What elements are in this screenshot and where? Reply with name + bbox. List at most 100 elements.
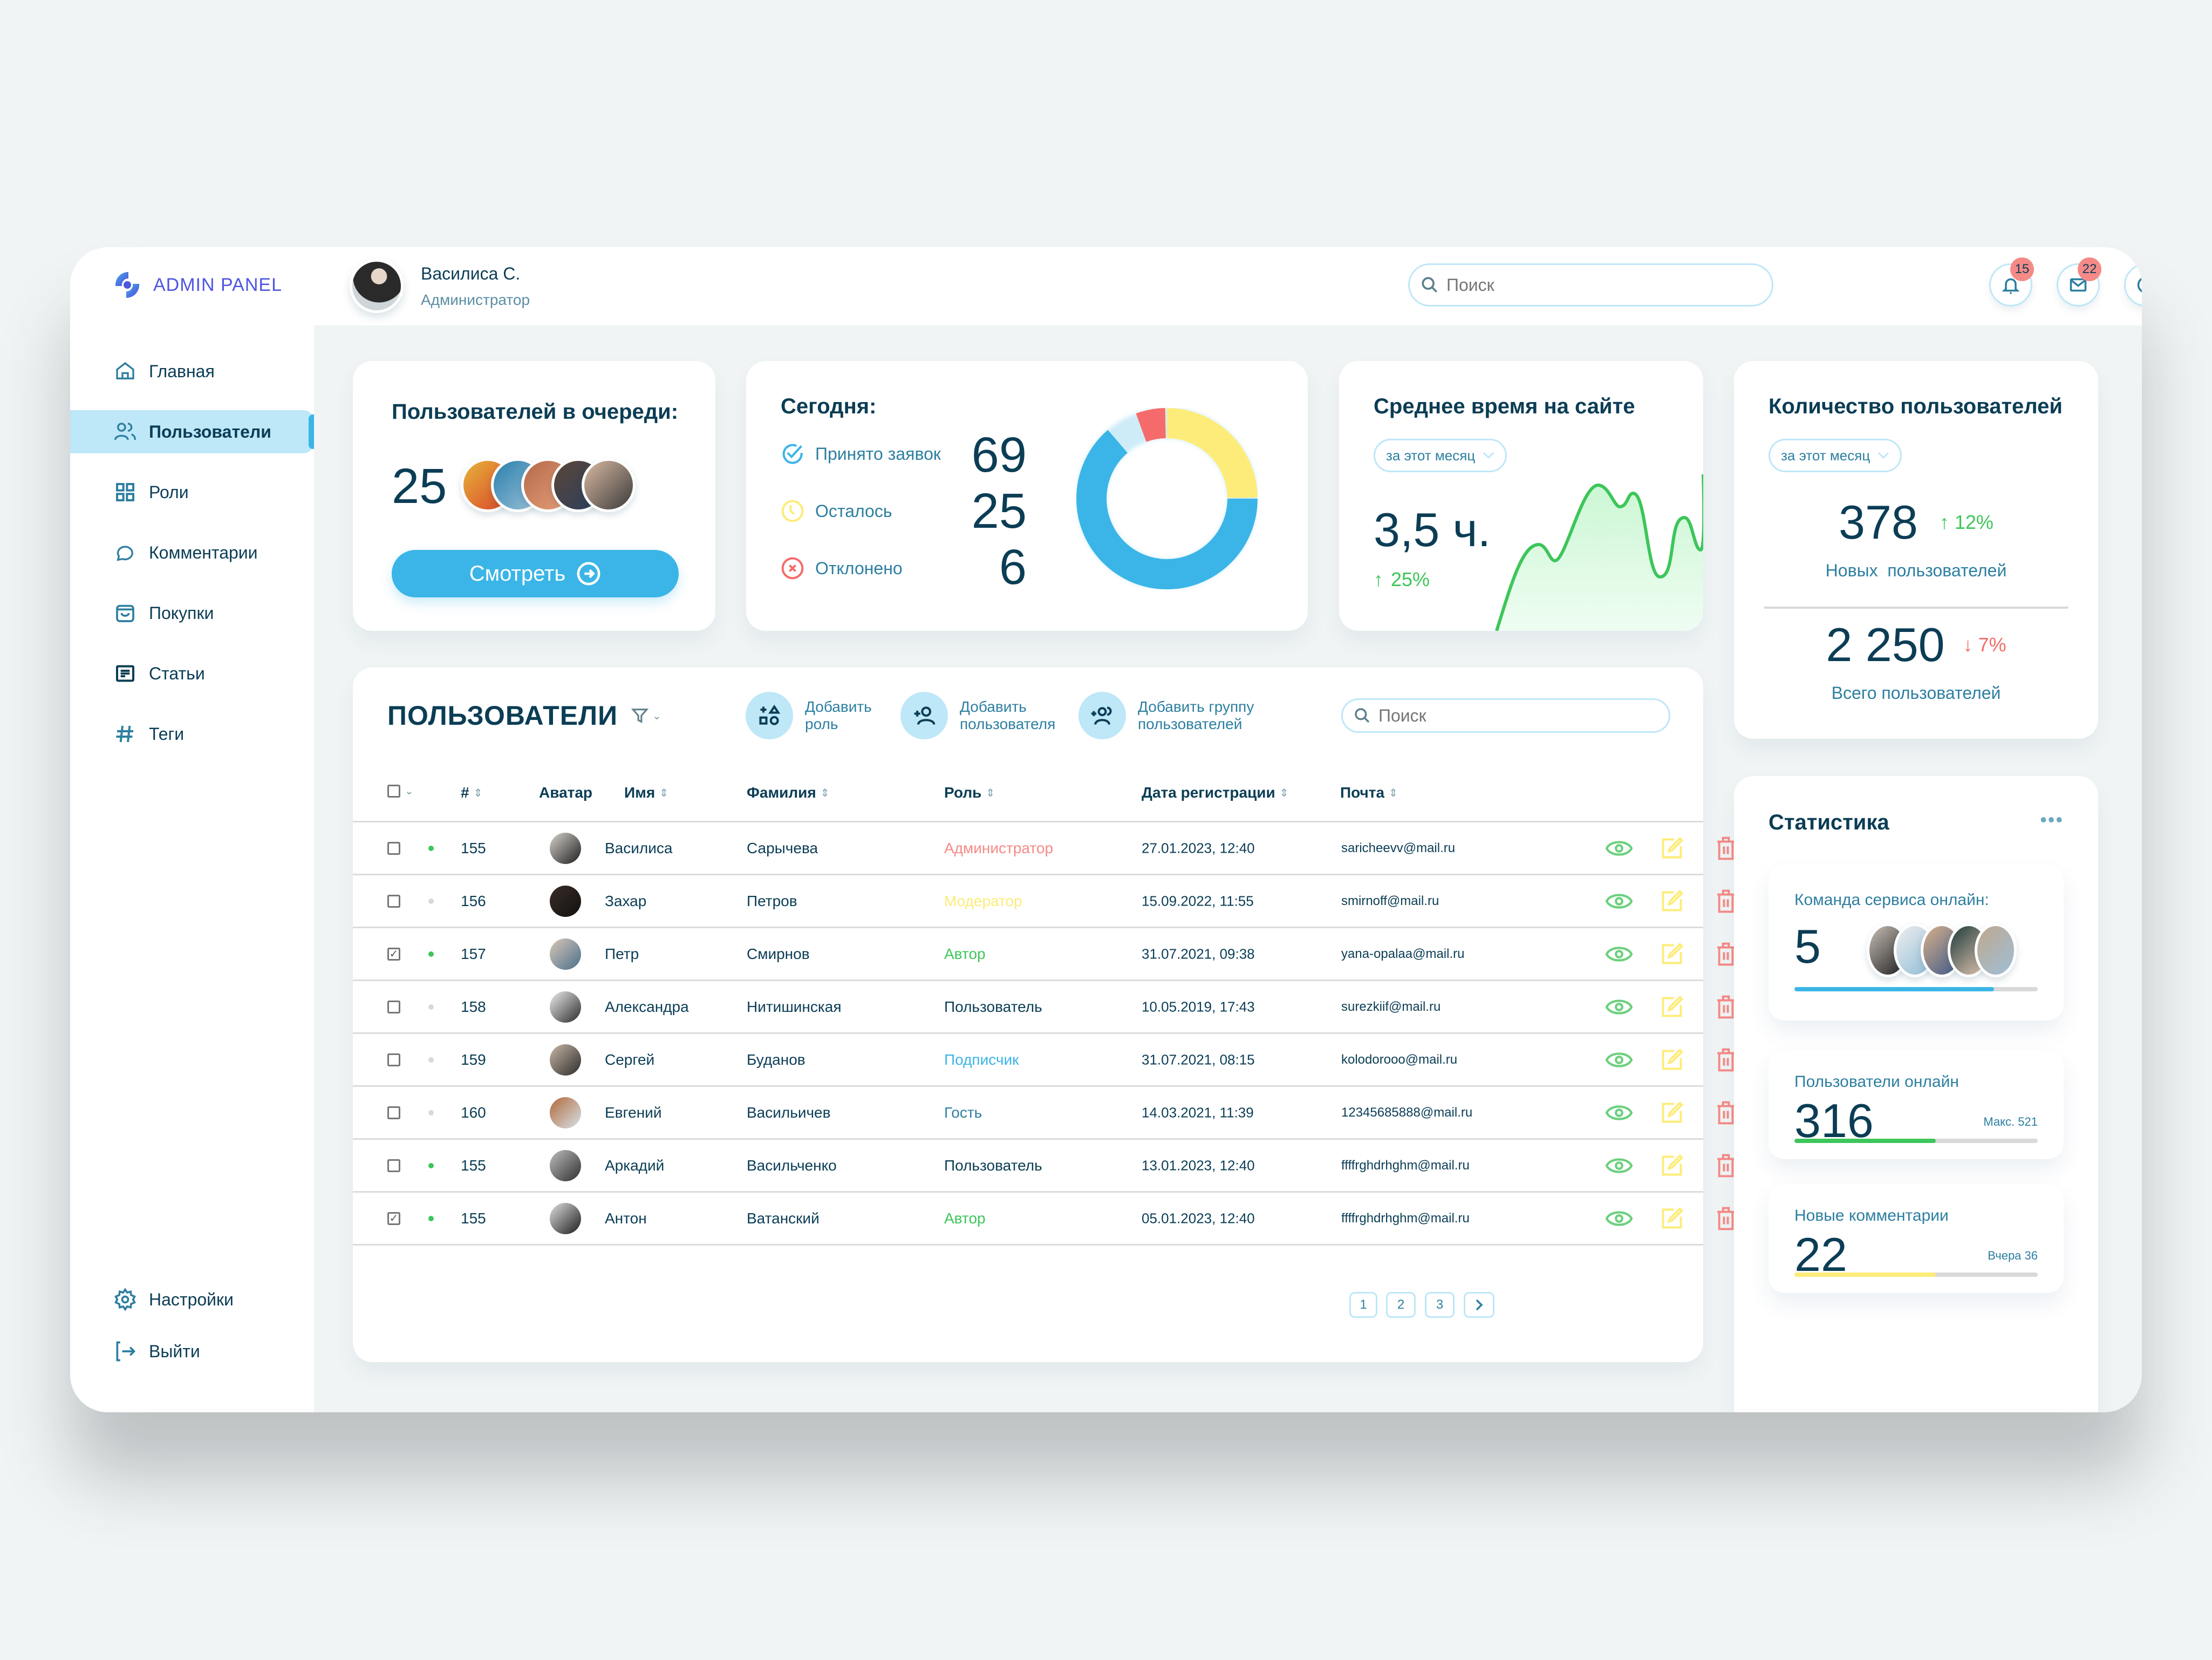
view-button[interactable] xyxy=(1606,888,1633,915)
reg-date: 15.09.2022, 11:55 xyxy=(1142,893,1254,909)
column-id[interactable]: # ⇕ xyxy=(461,784,483,801)
view-button-label: Смотреть xyxy=(469,561,566,586)
delete-button[interactable] xyxy=(1712,994,1739,1021)
page-3-button[interactable]: 3 xyxy=(1425,1292,1455,1318)
next-page-button[interactable] xyxy=(1464,1292,1494,1318)
view-button[interactable] xyxy=(1606,835,1633,862)
role-label: Гость xyxy=(944,1104,982,1121)
users-online-card: Пользователи онлайн 316 Макс. 521 xyxy=(1769,1050,2064,1159)
table-row[interactable]: 155 Аркадий Васильченко Пользователь 13.01.2… xyxy=(353,1138,1735,1191)
header-search[interactable] xyxy=(1408,263,1773,307)
view-button[interactable] xyxy=(1606,1046,1633,1073)
row-checkbox[interactable]: ✓ xyxy=(387,947,400,961)
view-queue-button[interactable]: Смотреть xyxy=(392,550,679,597)
edit-button[interactable] xyxy=(1658,994,1685,1021)
view-button[interactable] xyxy=(1606,994,1633,1021)
user-profile[interactable]: Василиса С. Администратор xyxy=(350,259,530,313)
table-row[interactable]: ✓ 157 Петр Смирнов Автор 31.07.2021, 09:38 yan… xyxy=(353,927,1735,979)
sidebar-item-logout[interactable]: Выйти xyxy=(70,1330,314,1373)
page-1-button[interactable]: 1 xyxy=(1349,1292,1377,1318)
total-users-row: 2 250 ↓ 7% xyxy=(1734,617,2098,672)
edit-button[interactable] xyxy=(1658,1099,1685,1126)
logo[interactable]: ADMIN PANEL xyxy=(112,270,282,300)
column-reg-date[interactable]: Дата регистрации ⇕ xyxy=(1142,784,1289,801)
sidebar-item-label: Главная xyxy=(149,361,215,381)
user-id: 159 xyxy=(461,1051,486,1068)
column-email[interactable]: Почта ⇕ xyxy=(1340,784,1398,801)
sidebar-item-home[interactable]: Главная xyxy=(70,350,314,393)
edit-button[interactable] xyxy=(1658,888,1685,915)
search-icon xyxy=(1355,708,1370,723)
column-first-name[interactable]: Имя ⇕ xyxy=(624,784,668,801)
row-checkbox[interactable] xyxy=(387,1106,400,1119)
email: ffffrghdrhghm@mail.ru xyxy=(1341,1158,1470,1173)
view-button[interactable] xyxy=(1606,1099,1633,1126)
row-checkbox[interactable]: ✓ xyxy=(387,1212,400,1225)
view-button[interactable] xyxy=(1606,1205,1633,1232)
select-all-checkbox[interactable] xyxy=(387,784,400,798)
sidebar-item-articles[interactable]: Статьи xyxy=(70,652,314,695)
table-row[interactable]: 155 Василиса Сарычева Администратор 27.01.20… xyxy=(353,821,1735,874)
column-role[interactable]: Роль ⇕ xyxy=(944,784,995,801)
user-id: 160 xyxy=(461,1104,486,1121)
sort-icon: ⇕ xyxy=(986,787,995,799)
role-label: Подписчик xyxy=(944,1051,1019,1068)
delete-button[interactable] xyxy=(1712,1046,1739,1073)
edit-button[interactable] xyxy=(1658,1152,1685,1179)
search-input[interactable] xyxy=(1446,275,1728,295)
role-label: Модератор xyxy=(944,892,1022,909)
column-last-name[interactable]: Фамилия ⇕ xyxy=(747,784,830,801)
edit-button[interactable] xyxy=(1658,835,1685,862)
view-button[interactable] xyxy=(1606,1152,1633,1179)
edit-button[interactable] xyxy=(1658,941,1685,968)
row-checkbox[interactable] xyxy=(387,1000,400,1013)
remaining-value: 25 xyxy=(971,484,1027,539)
last-name: Буданов xyxy=(747,1051,805,1068)
search-input[interactable] xyxy=(1378,705,1631,726)
reg-date: 31.07.2021, 08:15 xyxy=(1142,1051,1255,1067)
row-checkbox[interactable] xyxy=(387,1053,400,1066)
period-dropdown[interactable]: за этот месяц xyxy=(1769,439,1902,472)
delete-button[interactable] xyxy=(1712,1099,1739,1126)
sidebar-item-purchases[interactable]: Покупки xyxy=(70,591,314,635)
period-dropdown[interactable]: за этот месяц xyxy=(1374,439,1507,472)
row-checkbox[interactable] xyxy=(387,894,400,908)
home-icon xyxy=(113,359,137,383)
filter-button[interactable]: ⌄ xyxy=(631,706,661,725)
table-search[interactable] xyxy=(1341,698,1670,733)
row-checkbox[interactable] xyxy=(387,841,400,855)
row-checkbox[interactable] xyxy=(387,1159,400,1172)
add-group-button[interactable]: Добавить группу пользователей xyxy=(1078,692,1278,739)
sidebar-item-users[interactable]: Пользователи xyxy=(70,410,314,453)
sidebar-item-tags[interactable]: Теги xyxy=(70,712,314,756)
delete-button[interactable] xyxy=(1712,835,1739,862)
page-2-button[interactable]: 2 xyxy=(1386,1292,1416,1318)
delete-button[interactable] xyxy=(1712,888,1739,915)
edit-button[interactable] xyxy=(1658,1046,1685,1073)
chevron-right-icon xyxy=(1476,1299,1483,1311)
add-user-button[interactable]: Добавить пользователя xyxy=(900,692,1068,739)
select-all[interactable]: ⌄ xyxy=(387,784,414,798)
sort-icon: ⇕ xyxy=(1389,787,1398,799)
view-button[interactable] xyxy=(1606,941,1633,968)
messages-button[interactable]: 22 xyxy=(2057,257,2101,307)
more-options-icon[interactable]: ••• xyxy=(2040,808,2064,831)
add-role-button[interactable]: Добавить роль xyxy=(746,692,891,739)
help-button[interactable] xyxy=(2124,263,2142,307)
table-row[interactable]: 159 Сергей Буданов Подписчик 31.07.2021, 08:… xyxy=(353,1032,1735,1085)
delete-button[interactable] xyxy=(1712,941,1739,968)
delete-button[interactable] xyxy=(1712,1205,1739,1232)
notifications-button[interactable]: 15 xyxy=(1989,257,2034,307)
eye-icon xyxy=(1606,999,1633,1015)
last-name: Васильченко xyxy=(747,1156,837,1174)
sidebar-item-settings[interactable]: Настройки xyxy=(70,1278,314,1321)
sidebar-item-roles[interactable]: Роли xyxy=(70,471,314,514)
table-row[interactable]: 160 Евгений Васильичев Гость 14.03.2021, 11:… xyxy=(353,1085,1735,1138)
sidebar-item-comments[interactable]: Комментарии xyxy=(70,531,314,574)
edit-button[interactable] xyxy=(1658,1205,1685,1232)
table-row[interactable]: ✓ 155 Антон Ватанский Автор 05.01.2023, 12:40… xyxy=(353,1191,1735,1244)
table-row[interactable]: 156 Захар Петров Модератор 15.09.2022, 11:55… xyxy=(353,874,1735,927)
avatar xyxy=(550,1202,581,1234)
table-row[interactable]: 158 Александра Нитишинская Пользователь 10.0… xyxy=(353,979,1735,1032)
delete-button[interactable] xyxy=(1712,1152,1739,1179)
